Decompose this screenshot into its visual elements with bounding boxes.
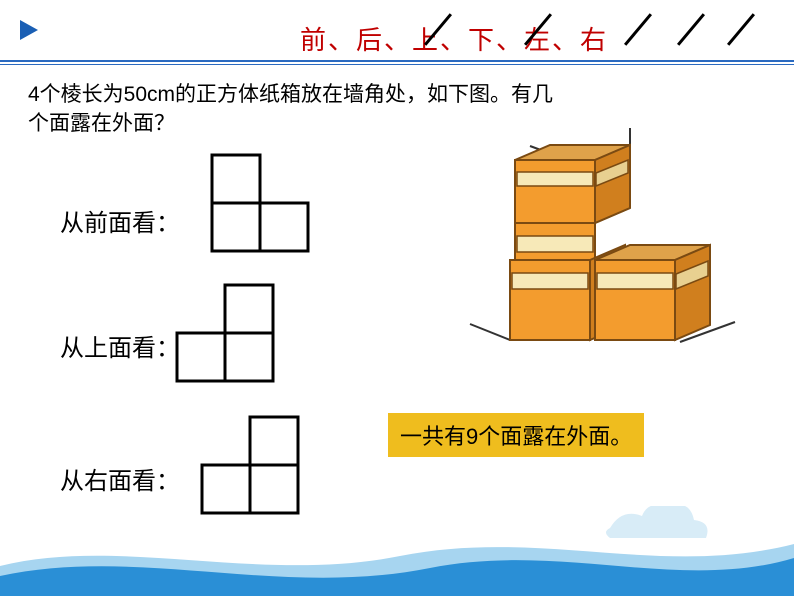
strike-line xyxy=(677,13,705,46)
header-divider xyxy=(0,60,794,67)
page-title: 前、后、上、下、左、右 xyxy=(300,20,608,57)
strike-line xyxy=(624,13,652,46)
boxes-figure xyxy=(460,128,750,353)
view-grid xyxy=(210,153,312,255)
view-grid xyxy=(175,283,277,385)
view-label: 从前面看： xyxy=(60,203,180,238)
view-label: 从右面看： xyxy=(60,461,180,496)
strike-line xyxy=(727,13,755,46)
view-grid xyxy=(200,415,302,517)
header-arrow-icon xyxy=(20,20,38,40)
view-label: 从上面看： xyxy=(60,328,180,363)
answer-box: 一共有9个面露在外面。 xyxy=(388,413,644,457)
wave-footer xyxy=(0,506,794,596)
